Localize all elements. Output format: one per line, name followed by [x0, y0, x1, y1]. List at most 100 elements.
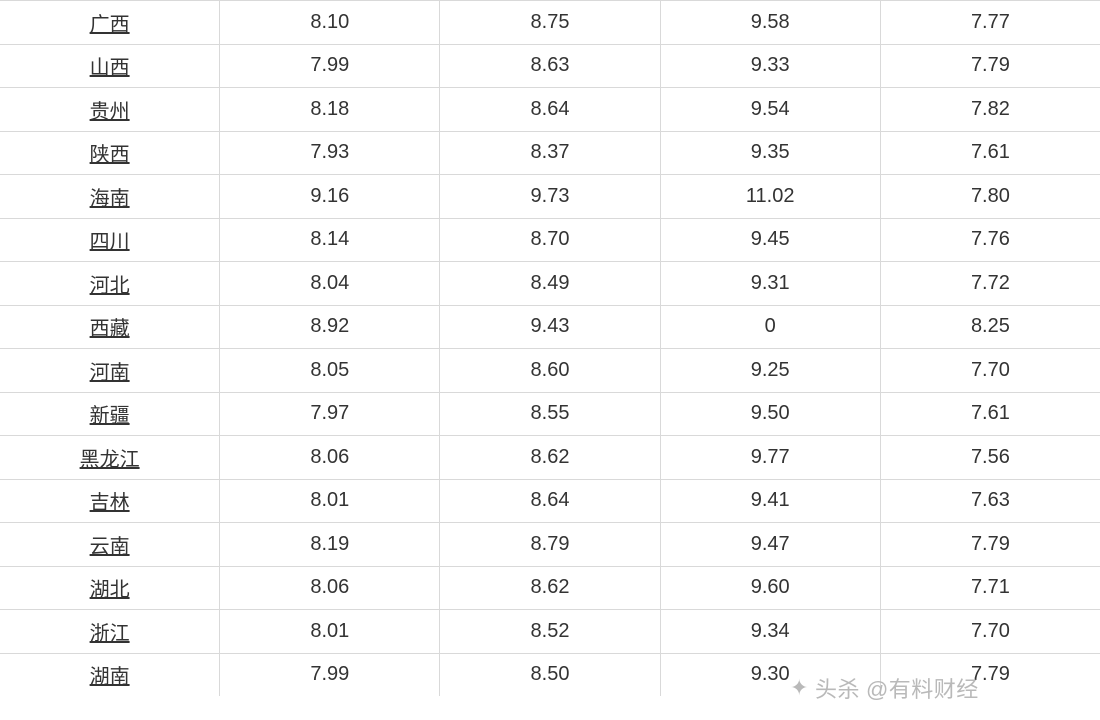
province-cell[interactable]: 山西 — [0, 44, 220, 88]
province-link[interactable]: 广西 — [90, 8, 130, 37]
value-cell: 9.45 — [661, 218, 881, 262]
value-cell: 8.37 — [440, 131, 660, 175]
value-cell: 8.92 — [220, 305, 440, 349]
table-row: 西藏 8.929.4308.25 — [0, 305, 1100, 349]
value-cell: 8.19 — [220, 522, 440, 566]
value-cell: 7.77 — [881, 0, 1100, 44]
province-cell[interactable]: 广西 — [0, 0, 220, 44]
value-cell: 8.01 — [220, 479, 440, 523]
value-cell: 8.63 — [440, 44, 660, 88]
value-cell: 8.06 — [220, 566, 440, 610]
value-cell: 8.62 — [440, 435, 660, 479]
value-cell: 7.61 — [881, 131, 1100, 175]
value-cell: 9.16 — [220, 174, 440, 218]
province-link[interactable]: 云南 — [90, 530, 130, 559]
value-cell: 7.82 — [881, 87, 1100, 131]
value-cell: 8.64 — [440, 87, 660, 131]
value-cell: 8.49 — [440, 261, 660, 305]
value-cell: 9.47 — [661, 522, 881, 566]
province-link[interactable]: 河南 — [90, 356, 130, 385]
province-link[interactable]: 浙江 — [90, 617, 130, 646]
value-cell: 8.79 — [440, 522, 660, 566]
province-link[interactable]: 山西 — [90, 51, 130, 80]
value-cell: 8.52 — [440, 609, 660, 653]
province-link[interactable]: 海南 — [90, 182, 130, 211]
province-link[interactable]: 河北 — [90, 269, 130, 298]
value-cell: 9.34 — [661, 609, 881, 653]
value-cell: 9.60 — [661, 566, 881, 610]
value-cell: 8.18 — [220, 87, 440, 131]
value-cell: 8.64 — [440, 479, 660, 523]
value-cell: 7.70 — [881, 348, 1100, 392]
value-cell: 8.06 — [220, 435, 440, 479]
value-cell: 8.55 — [440, 392, 660, 436]
value-cell: 7.71 — [881, 566, 1100, 610]
value-cell: 9.25 — [661, 348, 881, 392]
value-cell: 7.80 — [881, 174, 1100, 218]
value-cell: 9.43 — [440, 305, 660, 349]
province-cell[interactable]: 海南 — [0, 174, 220, 218]
table-row: 河北 8.048.499.317.72 — [0, 261, 1100, 305]
province-cell[interactable]: 四川 — [0, 218, 220, 262]
value-cell: 7.99 — [220, 44, 440, 88]
value-cell: 9.33 — [661, 44, 881, 88]
table-row: 陕西 7.938.379.357.61 — [0, 131, 1100, 175]
value-cell: 7.76 — [881, 218, 1100, 262]
province-link[interactable]: 新疆 — [90, 399, 130, 428]
table-row: 浙江 8.018.529.347.70 — [0, 609, 1100, 653]
value-cell: 9.31 — [661, 261, 881, 305]
province-cell[interactable]: 湖北 — [0, 566, 220, 610]
value-cell: 9.30 — [661, 653, 881, 697]
value-cell: 9.54 — [661, 87, 881, 131]
value-cell: 7.70 — [881, 609, 1100, 653]
province-cell[interactable]: 西藏 — [0, 305, 220, 349]
province-link[interactable]: 贵州 — [90, 95, 130, 124]
province-link[interactable]: 四川 — [90, 225, 130, 254]
value-cell: 7.56 — [881, 435, 1100, 479]
province-link[interactable]: 西藏 — [90, 312, 130, 341]
table-row: 河南8.058.609.257.70 — [0, 348, 1100, 392]
province-link[interactable]: 黑龙江 — [80, 443, 140, 472]
table-row: 贵州 8.188.649.547.82 — [0, 87, 1100, 131]
province-cell[interactable]: 河北 — [0, 261, 220, 305]
province-cell[interactable]: 湖南 — [0, 653, 220, 697]
table-row: 四川8.148.709.457.76 — [0, 218, 1100, 262]
table-container: { "style": { "border_color": "#d9d9d9", … — [0, 0, 1100, 720]
province-cell[interactable]: 浙江 — [0, 609, 220, 653]
table-row: 海南9.169.7311.027.80 — [0, 174, 1100, 218]
province-link[interactable]: 陕西 — [90, 138, 130, 167]
value-cell: 9.73 — [440, 174, 660, 218]
value-cell: 7.97 — [220, 392, 440, 436]
province-cell[interactable]: 新疆 — [0, 392, 220, 436]
value-cell: 8.04 — [220, 261, 440, 305]
province-cell[interactable]: 河南 — [0, 348, 220, 392]
value-cell: 8.75 — [440, 0, 660, 44]
province-link[interactable]: 湖北 — [90, 573, 130, 602]
province-cell[interactable]: 陕西 — [0, 131, 220, 175]
value-cell: 0 — [661, 305, 881, 349]
price-table: 广西8.108.759.587.77 山西 7.998.639.33 7.79 贵州 8.… — [0, 0, 1100, 696]
value-cell: 7.79 — [881, 653, 1100, 697]
value-cell: 9.35 — [661, 131, 881, 175]
table-row: 山西7.998.639.337.79 — [0, 44, 1100, 88]
province-cell[interactable]: 贵州 — [0, 87, 220, 131]
value-cell: 9.58 — [661, 0, 881, 44]
value-cell: 7.79 — [881, 522, 1100, 566]
value-cell: 8.25 — [881, 305, 1100, 349]
table-row: 吉林8.018.649.417.63 — [0, 479, 1100, 523]
value-cell: 9.77 — [661, 435, 881, 479]
table-row: 湖南7.998.509.307.79 — [0, 653, 1100, 697]
province-link[interactable]: 湖南 — [90, 660, 130, 689]
value-cell: 7.93 — [220, 131, 440, 175]
value-cell: 8.50 — [440, 653, 660, 697]
province-link[interactable]: 吉林 — [90, 486, 130, 515]
province-cell[interactable]: 吉林 — [0, 479, 220, 523]
table-row: 广西8.108.759.587.77 — [0, 0, 1100, 44]
value-cell: 9.41 — [661, 479, 881, 523]
value-cell: 8.60 — [440, 348, 660, 392]
province-cell[interactable]: 黑龙江 — [0, 435, 220, 479]
value-cell: 8.01 — [220, 609, 440, 653]
table-row: 新疆7.978.559.507.61 — [0, 392, 1100, 436]
value-cell: 7.72 — [881, 261, 1100, 305]
province-cell[interactable]: 云南 — [0, 522, 220, 566]
